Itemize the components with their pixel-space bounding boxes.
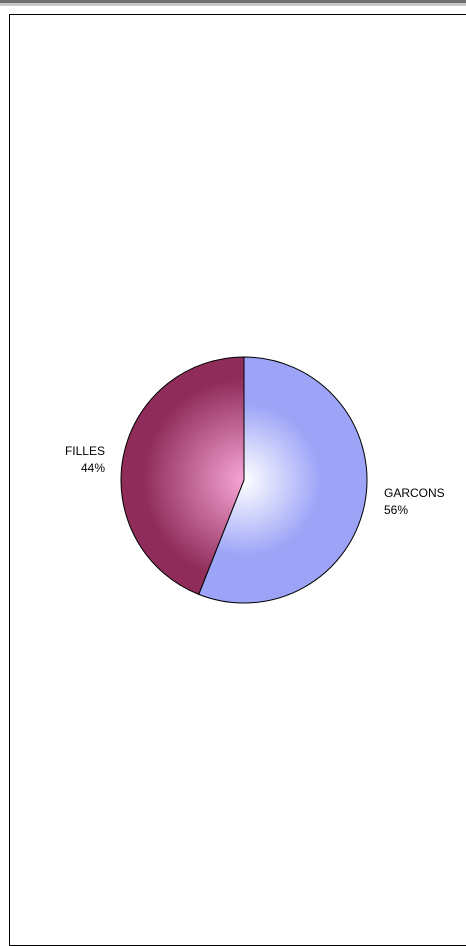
pie-slice-garcons — [198, 356, 368, 604]
slices-layer — [120, 356, 368, 604]
slice-name-label-garcons: GARCONS — [384, 486, 445, 500]
pie-chart: GARCONS 56% FILLES 44% — [65, 356, 445, 604]
slice-name-label-filles: FILLES — [65, 444, 105, 458]
slice-percent-label-filles: 44% — [81, 461, 105, 475]
slice-percent-label-garcons: 56% — [384, 503, 408, 517]
window-top-border-highlight — [0, 3, 466, 6]
window-top-border — [0, 0, 466, 3]
pie-slice-filles — [120, 356, 245, 596]
labels-layer: GARCONS 56% FILLES 44% — [65, 444, 445, 517]
